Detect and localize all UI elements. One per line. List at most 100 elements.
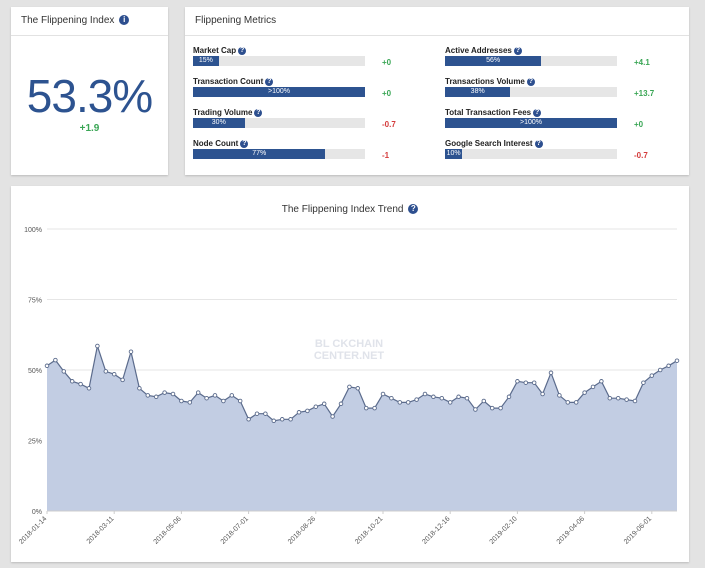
metric-progress-bar: 10% xyxy=(445,149,617,159)
metric-progress-bar: 15% xyxy=(193,56,365,66)
data-point xyxy=(355,386,361,391)
metric-label: Node Count? xyxy=(193,139,249,148)
help-icon[interactable]: ? xyxy=(265,77,274,86)
metric-delta: -0.7 xyxy=(382,120,396,129)
data-point xyxy=(548,370,554,376)
metrics-card-header: Flippening Metrics xyxy=(185,7,689,36)
data-point xyxy=(473,407,478,412)
data-point xyxy=(279,417,285,422)
trend-chart-card: The Flippening Index Trend ? 0% 25% 50% 75%… xyxy=(11,186,689,562)
metric-progress-fill: 77% xyxy=(193,149,326,159)
data-point xyxy=(573,400,579,405)
data-point xyxy=(405,400,411,405)
data-point xyxy=(153,394,159,400)
data-point xyxy=(53,357,58,363)
help-icon[interactable]: ? xyxy=(408,204,419,215)
help-icon[interactable]: ? xyxy=(238,46,247,55)
metric-label: Transactions Volume? xyxy=(445,77,535,86)
y-tick-label: 50% xyxy=(28,368,42,375)
data-point xyxy=(515,379,520,384)
data-point xyxy=(330,414,335,419)
data-point xyxy=(389,395,394,401)
data-point xyxy=(397,400,403,405)
metric-progress-fill: 38% xyxy=(445,87,511,97)
help-icon[interactable]: ? xyxy=(254,108,263,117)
data-point xyxy=(414,397,419,402)
trend-line xyxy=(46,343,678,422)
metric-delta: +0 xyxy=(634,120,644,129)
data-point xyxy=(481,398,487,404)
x-tick-label: 2019-04-06 xyxy=(556,515,586,545)
data-point xyxy=(111,371,117,377)
metric-transaction-count: Transaction Count? >100% +0 xyxy=(193,77,423,105)
metric-progress-fill: 56% xyxy=(445,56,542,66)
data-point xyxy=(229,393,235,398)
help-icon[interactable]: ? xyxy=(533,108,542,117)
metric-total-transaction-fees: Total Transaction Fees? >100% +0 xyxy=(445,108,675,136)
data-point xyxy=(137,386,142,391)
data-point xyxy=(170,391,176,397)
data-point xyxy=(263,411,268,416)
data-point xyxy=(599,379,604,384)
x-tick-label: 2018-12-16 xyxy=(421,515,451,545)
metric-progress-bar: >100% xyxy=(193,87,365,97)
data-point xyxy=(649,373,655,378)
data-point xyxy=(632,398,638,404)
metrics-card-title: Flippening Metrics xyxy=(195,15,277,26)
data-point xyxy=(372,405,377,411)
data-point xyxy=(557,393,562,398)
watermark-text: BL CKCHAIN xyxy=(315,338,383,350)
y-tick-label: 100% xyxy=(24,227,42,234)
metric-progress-fill: 10% xyxy=(445,149,463,159)
y-tick-label: 75% xyxy=(28,298,42,305)
metric-delta: +13.7 xyxy=(634,89,655,98)
data-point xyxy=(531,380,537,385)
metric-label: Active Addresses? xyxy=(445,46,522,55)
metric-active-addresses: Active Addresses? 56% +4.1 xyxy=(445,46,675,74)
metric-delta: -0.7 xyxy=(634,151,648,160)
x-tick-label: 2018-03-11 xyxy=(86,515,116,545)
data-point xyxy=(296,410,302,415)
data-point xyxy=(246,417,251,422)
metric-label: Total Transaction Fees? xyxy=(445,108,542,117)
data-point xyxy=(321,401,327,407)
metric-label: Market Cap? xyxy=(193,46,247,55)
metric-google-search-interest: Google Search Interest? 10% -0.7 xyxy=(445,139,675,167)
data-point xyxy=(78,381,83,387)
data-point xyxy=(615,395,621,401)
data-point xyxy=(464,395,470,401)
data-point xyxy=(422,391,428,397)
data-point xyxy=(641,380,646,385)
data-point xyxy=(657,367,663,373)
metric-label: Transaction Count? xyxy=(193,77,274,86)
metric-market-cap: Market Cap? 15% +0 xyxy=(193,46,423,74)
data-point xyxy=(582,390,587,395)
data-point xyxy=(380,391,386,397)
data-point xyxy=(305,408,310,414)
data-point xyxy=(237,398,243,404)
data-point xyxy=(271,418,277,424)
y-tick-label: 0% xyxy=(32,509,42,516)
data-point xyxy=(313,404,319,409)
data-point xyxy=(565,400,571,405)
help-icon[interactable]: ? xyxy=(534,139,543,148)
data-point xyxy=(506,394,512,400)
data-point xyxy=(590,384,596,390)
data-point xyxy=(145,393,151,398)
metric-progress-bar: 38% xyxy=(445,87,617,97)
info-icon[interactable]: i xyxy=(119,15,130,26)
data-point xyxy=(540,391,545,397)
help-icon[interactable]: ? xyxy=(513,46,522,55)
data-point xyxy=(187,400,193,405)
metric-transactions-volume: Transactions Volume? 38% +13.7 xyxy=(445,77,675,105)
data-point xyxy=(347,384,352,390)
data-point xyxy=(162,390,167,395)
data-point xyxy=(624,397,629,402)
metric-progress-bar: 77% xyxy=(193,149,365,159)
watermark-text: CENTER.NET xyxy=(314,350,385,362)
metric-delta: +0 xyxy=(382,58,392,67)
help-icon[interactable]: ? xyxy=(526,77,535,86)
help-icon[interactable]: ? xyxy=(240,139,249,148)
flippening-index-value: 53.3% xyxy=(26,70,153,122)
